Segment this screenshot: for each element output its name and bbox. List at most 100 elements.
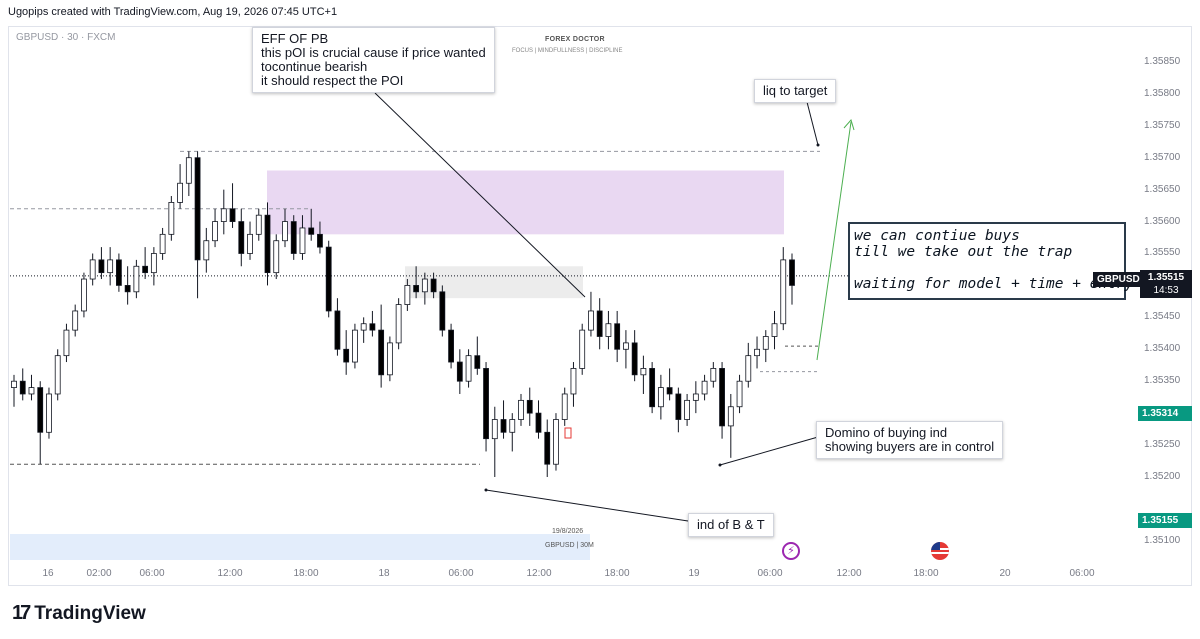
tv-logo-icon: 17 bbox=[12, 602, 31, 624]
candle-body bbox=[535, 412, 542, 433]
price-tick: 1.35750 bbox=[1144, 119, 1181, 131]
buys-note[interactable]: we can contiue buys till we take out the… bbox=[848, 222, 1133, 300]
candle-body bbox=[273, 240, 280, 274]
candle-body bbox=[456, 361, 463, 382]
price-tick: 1.35600 bbox=[1144, 215, 1181, 227]
candle-body bbox=[570, 368, 577, 395]
domino-note[interactable]: Domino of buying ind showing buyers are … bbox=[816, 421, 1004, 459]
candle-body bbox=[81, 278, 87, 312]
candle-body bbox=[701, 380, 708, 395]
price-tick: 1.35350 bbox=[1144, 375, 1181, 387]
tradingview-logo[interactable]: 17 TradingView bbox=[12, 602, 146, 625]
candle-body bbox=[185, 157, 192, 184]
price-tick: 1.35250 bbox=[1144, 439, 1181, 451]
candle-body bbox=[299, 227, 306, 254]
time-tick: 06:00 bbox=[448, 568, 474, 579]
candle-body bbox=[98, 259, 105, 274]
interval-marker: GBPUSD | 30M bbox=[545, 542, 594, 549]
price-tick: 1.35200 bbox=[1144, 470, 1181, 482]
poi-zone bbox=[267, 170, 784, 235]
ind-note[interactable]: ind of B & T bbox=[688, 513, 774, 537]
candle-body bbox=[264, 214, 271, 274]
candle-body bbox=[159, 233, 166, 254]
price-tick: 1.35700 bbox=[1144, 151, 1181, 163]
candle-body bbox=[657, 387, 664, 408]
candle-body bbox=[465, 355, 472, 382]
candle-body bbox=[247, 233, 253, 254]
candle-body bbox=[325, 246, 332, 312]
candle-body bbox=[675, 393, 682, 420]
price-tick: 1.35800 bbox=[1144, 87, 1181, 99]
candle-body bbox=[308, 227, 315, 235]
time-tick: 18:00 bbox=[913, 568, 939, 579]
candle-body bbox=[72, 310, 79, 331]
time-tick: 06:00 bbox=[757, 568, 783, 579]
green-price-tag-1: 1.35314 bbox=[1138, 406, 1192, 421]
candle-body bbox=[553, 419, 559, 465]
candle-body bbox=[736, 380, 743, 408]
candle-body bbox=[369, 323, 376, 331]
candle-body bbox=[631, 342, 638, 376]
candle-body bbox=[588, 310, 594, 331]
candle-body bbox=[194, 157, 201, 261]
candle-body bbox=[395, 304, 402, 344]
candle-body bbox=[754, 348, 760, 357]
candle-body bbox=[500, 419, 507, 433]
time-tick: 12:00 bbox=[217, 568, 243, 579]
time-tick: 18:00 bbox=[604, 568, 630, 579]
candle-body bbox=[142, 265, 149, 274]
ind-dot bbox=[484, 488, 488, 492]
domino-dot bbox=[718, 463, 722, 467]
bar-countdown: 14:53 bbox=[1153, 285, 1179, 296]
candle-body bbox=[282, 221, 288, 242]
candle-body bbox=[771, 323, 778, 337]
candle-body bbox=[28, 387, 35, 395]
price-tick: 1.35100 bbox=[1144, 534, 1181, 546]
price-tick: 1.35550 bbox=[1144, 247, 1181, 259]
candle-body bbox=[614, 323, 621, 350]
candle-body bbox=[212, 221, 218, 242]
eff-note[interactable]: EFF OF PB this pOI is crucial cause if p… bbox=[252, 27, 495, 93]
candle-body bbox=[11, 380, 17, 388]
liq-note[interactable]: liq to target bbox=[754, 79, 837, 103]
red-marker bbox=[564, 427, 572, 439]
candle-body bbox=[710, 368, 717, 382]
price-tick: 1.35850 bbox=[1144, 55, 1181, 67]
candle-body bbox=[413, 285, 420, 293]
last-price-tag: 1.35515 14:53 bbox=[1140, 270, 1192, 298]
chart-caption: Ugopips created with TradingView.com, Au… bbox=[8, 6, 338, 18]
candle-body bbox=[107, 259, 114, 274]
candle-body bbox=[229, 208, 236, 222]
candle-body bbox=[238, 221, 245, 254]
price-tick: 1.35650 bbox=[1144, 183, 1181, 195]
candle-body bbox=[518, 399, 524, 420]
candle-body bbox=[124, 285, 131, 293]
candle-body bbox=[46, 393, 52, 433]
time-tick: 06:00 bbox=[139, 568, 165, 579]
candle-body bbox=[719, 368, 725, 427]
time-tick: 02:00 bbox=[86, 568, 112, 579]
candle-body bbox=[692, 393, 699, 401]
target-arrow-head bbox=[843, 118, 855, 131]
candle-body bbox=[421, 278, 428, 293]
candle-body bbox=[789, 259, 795, 286]
candle-body bbox=[290, 221, 297, 254]
lightning-icon[interactable]: ⚡ bbox=[782, 542, 800, 560]
candle-body bbox=[352, 329, 358, 363]
time-tick: 12:00 bbox=[836, 568, 862, 579]
price-tick: 1.35400 bbox=[1144, 343, 1181, 355]
candle-body bbox=[544, 431, 551, 465]
candle-body bbox=[430, 278, 437, 293]
us-flag-icon[interactable] bbox=[931, 542, 949, 560]
candle-body bbox=[360, 323, 367, 331]
candle-body bbox=[526, 399, 533, 414]
candle-body bbox=[579, 329, 586, 369]
candle-body bbox=[623, 342, 629, 350]
candle-body bbox=[63, 329, 70, 357]
last-price: 1.35515 bbox=[1147, 272, 1185, 283]
candle-body bbox=[334, 310, 341, 350]
candle-body bbox=[255, 214, 262, 235]
time-tick: 18 bbox=[378, 568, 390, 579]
liq-dot bbox=[816, 143, 820, 147]
